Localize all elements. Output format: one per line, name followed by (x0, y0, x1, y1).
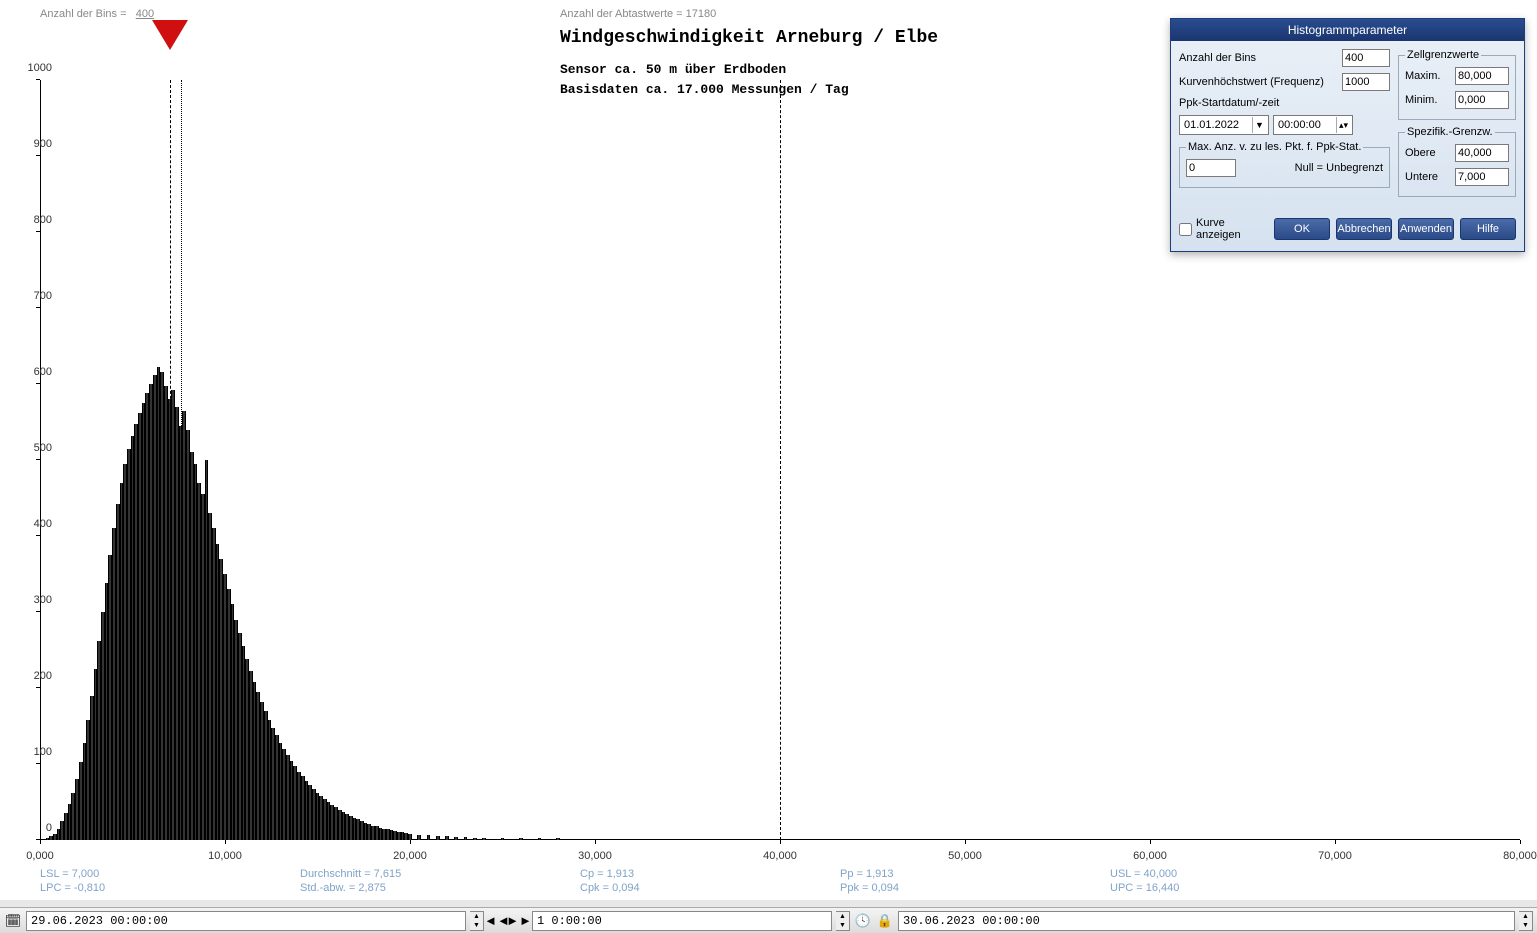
y-tick-label: 1000 (28, 62, 52, 74)
histogram-bar (464, 837, 468, 840)
stat-label: Durchschnitt = 7,615 (300, 868, 401, 880)
histogram-bar (408, 834, 412, 840)
stat-label: LPC = -0,810 (40, 882, 105, 894)
start-time-field[interactable]: 29.06.2023 00:00:00 (26, 911, 466, 931)
lock-icon[interactable]: 🔒 (876, 912, 894, 930)
x-tick-label: 50,000 (948, 850, 982, 862)
maxpts-fieldset: Max. Anz. v. zu les. Pkt. f. Ppk-Stat. N… (1179, 141, 1390, 188)
histogram-bar (436, 836, 440, 840)
y-tick-label: 700 (34, 290, 52, 302)
histogram-bar (445, 836, 449, 840)
reference-line (181, 80, 182, 840)
cell-limits-fieldset: Zellgrenzwerte Maxim. Minim. (1398, 49, 1516, 120)
histogram-bar (454, 837, 458, 840)
y-tick-label: 800 (34, 214, 52, 226)
stat-label: LSL = 7,000 (40, 868, 99, 880)
cancel-button[interactable]: Abbrechen (1336, 218, 1392, 240)
seek-end-icon[interactable]: ►► (510, 912, 528, 930)
y-tick-label: 600 (34, 366, 52, 378)
clock-icon[interactable]: 🕓 (854, 912, 872, 930)
y-tick-label: 500 (34, 442, 52, 454)
spec-lo-label: Untere (1405, 171, 1451, 183)
x-tick-label: 40,000 (763, 850, 797, 862)
histogram-bar (519, 838, 523, 840)
histogram-bar (473, 838, 477, 840)
ppk-date-select[interactable]: 01.01.2022 ▼ (1179, 115, 1269, 135)
spec-up-label: Obere (1405, 147, 1451, 159)
duration-spinner[interactable]: ▲▼ (836, 911, 850, 931)
spec-legend: Spezifik.-Grenzw. (1405, 126, 1495, 138)
x-tick-label: 30,000 (578, 850, 612, 862)
y-tick-label: 400 (34, 518, 52, 530)
stat-label: Std.-abw. = 2,875 (300, 882, 386, 894)
reference-line (780, 80, 781, 840)
spec-limits-fieldset: Spezifik.-Grenzw. Obere Untere (1398, 126, 1516, 197)
bins-label: Anzahl der Bins (1179, 52, 1338, 64)
curve-checkbox[interactable] (1179, 223, 1192, 236)
seek-start-icon[interactable]: ◄◄ (488, 912, 506, 930)
histogram-params-dialog: Histogrammparameter Anzahl der Bins Kurv… (1170, 18, 1525, 252)
start-spinner[interactable]: ▲▼ (470, 911, 484, 931)
duration-field[interactable]: 1 0:00:00 (532, 911, 832, 931)
freq-label: Kurvenhöchstwert (Frequenz) (1179, 76, 1338, 88)
x-tick-label: 80,000 (1503, 850, 1537, 862)
y-tick-label: 300 (34, 594, 52, 606)
maxpts-input[interactable] (1186, 159, 1236, 177)
bottom-toolbar: 🗓 29.06.2023 00:00:00 ▲▼ ◄◄ ►► 1 0:00:00… (0, 907, 1537, 933)
bins-input[interactable] (1342, 49, 1390, 67)
reference-line (170, 80, 171, 840)
x-tick-label: 10,000 (208, 850, 242, 862)
spec-lo-input[interactable] (1455, 168, 1509, 186)
curve-label: Kurve anzeigen (1196, 217, 1268, 241)
stat-label: Ppk = 0,094 (840, 882, 899, 894)
histogram-bar (538, 838, 542, 840)
x-tick-label: 20,000 (393, 850, 427, 862)
stat-label: UPC = 16,440 (1110, 882, 1179, 894)
cell-max-input[interactable] (1455, 67, 1509, 85)
freq-input[interactable] (1342, 73, 1390, 91)
stat-label: USL = 40,000 (1110, 868, 1177, 880)
ppk-label: Ppk-Startdatum/-zeit (1179, 97, 1390, 109)
histogram-bar (417, 835, 421, 840)
spinner-icon: ▴▾ (1336, 117, 1350, 133)
y-tick-label: 200 (34, 670, 52, 682)
calendar-icon[interactable]: 🗓 (4, 912, 22, 930)
y-tick-label: 100 (34, 746, 52, 758)
cell-min-input[interactable] (1455, 91, 1509, 109)
cell-max-label: Maxim. (1405, 70, 1451, 82)
ok-button[interactable]: OK (1274, 218, 1330, 240)
maxpts-note: Null = Unbegrenzt (1240, 162, 1383, 174)
stat-label: Pp = 1,913 (840, 868, 894, 880)
histogram-bar (501, 838, 505, 840)
x-tick-label: 0,000 (26, 850, 54, 862)
y-tick-label: 900 (34, 138, 52, 150)
chevron-down-icon: ▼ (1252, 117, 1266, 133)
histogram-bar (427, 835, 431, 840)
histogram-bar (482, 838, 486, 840)
ppk-time-select[interactable]: 00:00:00 ▴▾ (1273, 115, 1353, 135)
dialog-title: Histogrammparameter (1171, 19, 1524, 41)
marker-arrow-icon[interactable] (152, 20, 188, 50)
histogram-bar (556, 838, 560, 840)
stat-label: Cp = 1,913 (580, 868, 634, 880)
help-button[interactable]: Hilfe (1460, 218, 1516, 240)
end-time-field[interactable]: 30.06.2023 00:00:00 (898, 911, 1515, 931)
y-tick-label: 0 (46, 822, 52, 834)
end-spinner[interactable]: ▲▼ (1519, 911, 1533, 931)
x-tick-label: 70,000 (1318, 850, 1352, 862)
cell-legend: Zellgrenzwerte (1405, 49, 1481, 61)
x-tick-label: 60,000 (1133, 850, 1167, 862)
cell-min-label: Minim. (1405, 94, 1451, 106)
stat-label: Cpk = 0,094 (580, 882, 640, 894)
spec-up-input[interactable] (1455, 144, 1509, 162)
maxpts-legend: Max. Anz. v. zu les. Pkt. f. Ppk-Stat. (1186, 141, 1363, 153)
apply-button[interactable]: Anwenden (1398, 218, 1454, 240)
